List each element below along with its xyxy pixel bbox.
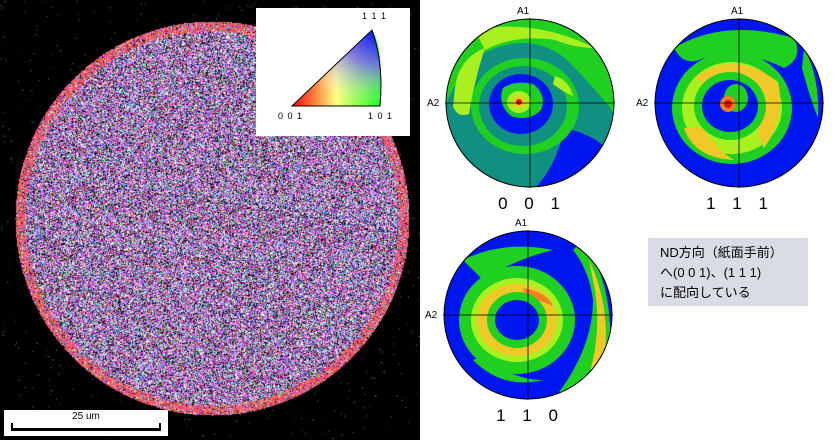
note-line-2: へ(0 0 1)、(1 1 1): [660, 265, 762, 280]
pf001-axis-a1: A1: [517, 6, 530, 17]
ipf-color-key: 1 1 1 0 0 1 1 0 1: [256, 8, 410, 136]
scale-bar: 25 um: [4, 410, 168, 436]
pole-figure-111: [654, 18, 824, 188]
ipf-label-111: 1 1 1: [362, 11, 388, 21]
pf110-axis-a1: A1: [515, 218, 528, 229]
ebsd-map-panel: 1 1 1 0 0 1 1 0 1 25 um: [0, 0, 420, 440]
scale-bar-line: [12, 428, 160, 431]
pf110-axis-a2: A2: [425, 310, 438, 321]
pole-figure-001: [445, 18, 615, 188]
pole-figure-110: [443, 230, 613, 400]
note-line-1: ND方向（紙面手前）: [660, 245, 783, 260]
pf111-axis-a2: A2: [636, 98, 649, 109]
annotation-note: ND方向（紙面手前） へ(0 0 1)、(1 1 1) に配向している: [648, 238, 808, 306]
pf001-axis-a2: A2: [427, 98, 440, 109]
scale-bar-label: 25 um: [72, 411, 100, 422]
ipf-label-101: 1 0 1: [368, 111, 394, 121]
pf111-caption: 1 1 1: [706, 194, 774, 213]
pf110-caption: 1 1 0: [496, 406, 564, 425]
scale-bar-tick-right: [159, 423, 161, 431]
ipf-triangle: [290, 29, 382, 107]
pf001-caption: 0 0 1: [498, 194, 566, 213]
note-line-3: に配向している: [660, 285, 751, 300]
ipf-label-001: 0 0 1: [278, 111, 304, 121]
scale-bar-tick-left: [11, 423, 13, 431]
pf111-axis-a1: A1: [731, 6, 744, 17]
